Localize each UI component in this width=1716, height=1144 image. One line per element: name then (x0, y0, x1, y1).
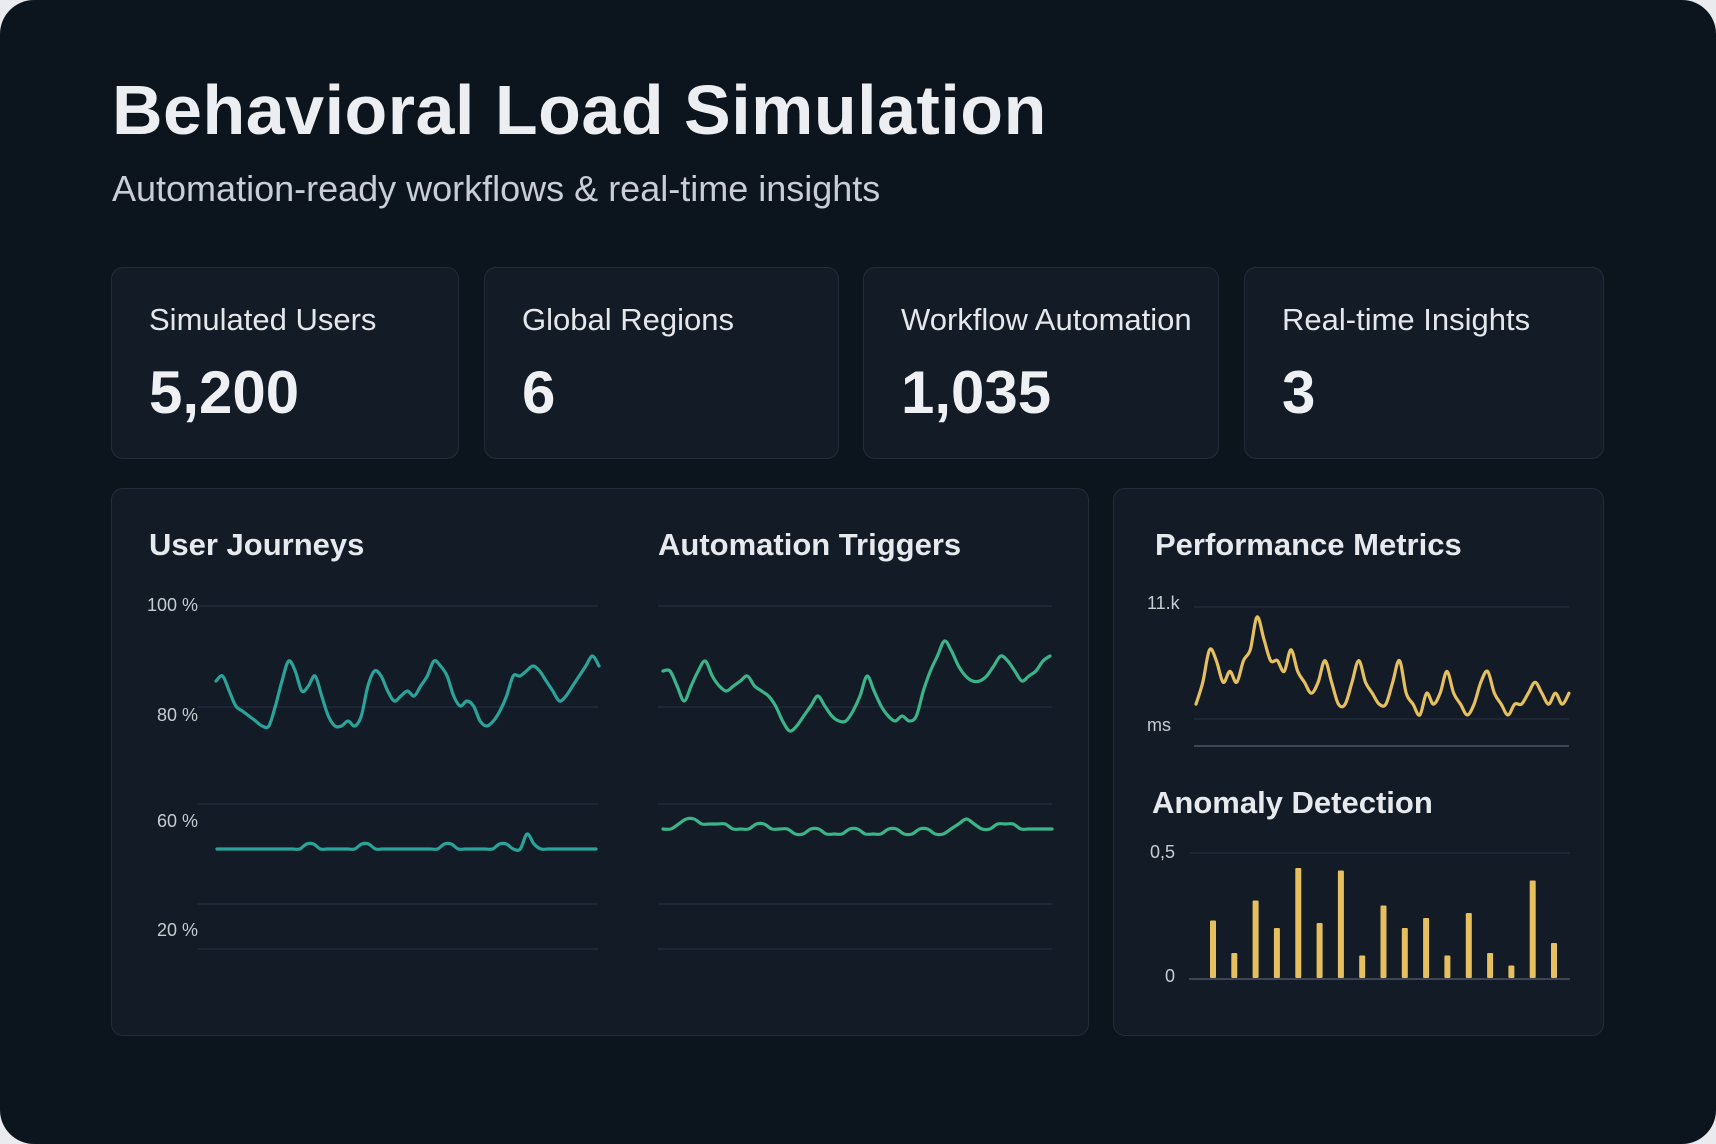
anomaly-detection-title: Anomaly Detection (1152, 785, 1433, 820)
stat-card-workflow-automation[interactable]: Workflow Automation 1,035 (863, 267, 1219, 459)
triggers-series-line (661, 639, 1052, 733)
stat-label: Workflow Automation (901, 302, 1192, 337)
automation-triggers-title: Automation Triggers (658, 527, 962, 562)
page-title: Behavioral Load Simulation (112, 71, 1047, 149)
y-tick-label: 100 % (147, 595, 198, 615)
anomaly-bar (1316, 923, 1323, 978)
anomaly-bar (1210, 920, 1216, 978)
metrics-anomaly-panel: Performance Metrics Anomaly Detection 11… (1113, 488, 1604, 1036)
anomaly-bar (1508, 965, 1515, 978)
user-journeys-title: User Journeys (149, 527, 365, 562)
anomaly-bar (1295, 868, 1302, 978)
anomaly-bar (1487, 953, 1494, 978)
metrics-anomaly-chart: 11.k ms 0,5 0 (1147, 593, 1571, 986)
performance-line (1194, 615, 1571, 717)
y-tick-label: 60 % (157, 811, 198, 831)
stat-label: Real-time Insights (1282, 302, 1531, 337)
stat-label: Simulated Users (149, 302, 377, 337)
y-tick-label: 11.k (1147, 593, 1181, 613)
stat-label: Global Regions (522, 302, 734, 337)
stat-value: 6 (522, 359, 556, 426)
stat-value: 5,200 (149, 359, 300, 426)
y-tick-label: 20 % (157, 920, 198, 940)
journeys-triggers-chart: 100 % 80 % 60 % 20 % (147, 595, 1054, 950)
journeys-triggers-panel: User Journeys Automation Triggers 100 % 8… (111, 488, 1089, 1036)
anomaly-bar (1231, 953, 1238, 978)
stat-card-real-time-insights[interactable]: Real-time Insights 3 (1244, 267, 1604, 459)
stat-card-global-regions[interactable]: Global Regions 6 (484, 267, 839, 459)
triggers-baseline-line (661, 816, 1054, 837)
page-subtitle: Automation-ready workflows & real-time i… (112, 168, 881, 209)
anomaly-bar (1273, 928, 1280, 978)
journeys-baseline-line (215, 832, 598, 852)
stat-value: 1,035 (901, 359, 1052, 426)
anomaly-bar (1529, 880, 1536, 978)
performance-metrics-title: Performance Metrics (1155, 527, 1462, 562)
anomaly-bar (1337, 870, 1344, 978)
stat-value: 3 (1282, 359, 1316, 426)
y-tick-label: 0 (1165, 966, 1175, 986)
y-tick-label: 80 % (157, 705, 198, 725)
anomaly-bar (1380, 905, 1387, 978)
anomaly-bar (1551, 943, 1557, 978)
journeys-series-line (214, 654, 601, 730)
anomaly-bar (1252, 900, 1259, 978)
anomaly-bar (1359, 955, 1366, 978)
y-tick-label: 0,5 (1150, 842, 1175, 862)
anomaly-bar (1465, 913, 1472, 978)
y-unit-label: ms (1147, 715, 1171, 735)
anomaly-bar (1423, 918, 1430, 978)
anomaly-bar (1444, 955, 1451, 978)
anomaly-bar (1401, 928, 1408, 978)
stat-card-simulated-users[interactable]: Simulated Users 5,200 (111, 267, 459, 459)
